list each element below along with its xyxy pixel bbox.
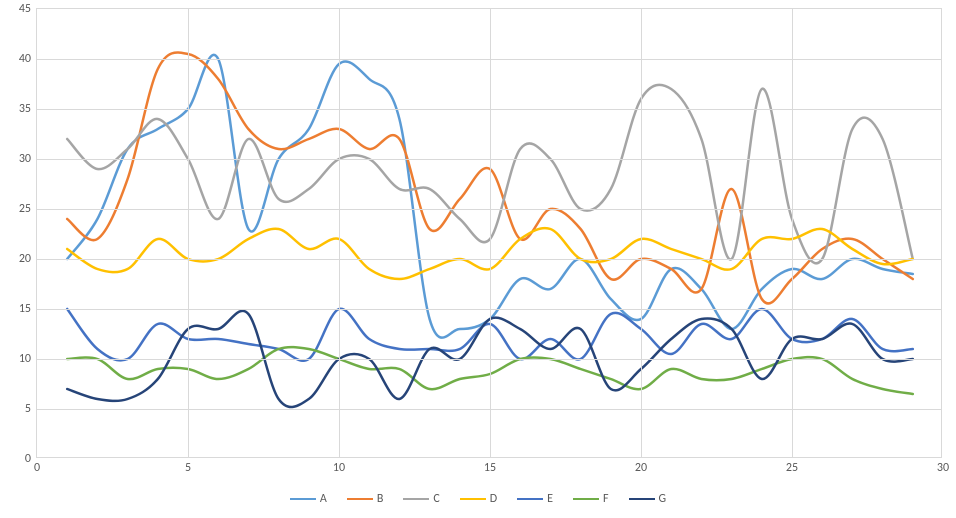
- legend-item-f: F: [573, 492, 609, 506]
- x-tick-label: 20: [635, 461, 647, 475]
- gridline-vertical: [641, 9, 642, 457]
- x-tick-label: 5: [185, 461, 191, 475]
- y-tick-label: 40: [19, 52, 31, 66]
- y-tick-label: 5: [25, 402, 31, 416]
- gridline-horizontal: [37, 309, 941, 310]
- y-tick-label: 25: [19, 202, 31, 216]
- legend-label: A: [320, 492, 327, 506]
- legend-label: E: [547, 492, 553, 506]
- y-tick-label: 15: [19, 302, 31, 316]
- gridline-horizontal: [37, 159, 941, 160]
- legend-label: B: [377, 492, 384, 506]
- y-tick-label: 0: [25, 452, 31, 466]
- x-tick-label: 15: [484, 461, 496, 475]
- gridline-horizontal: [37, 359, 941, 360]
- legend-item-a: A: [290, 492, 327, 506]
- legend-swatch: [460, 498, 486, 500]
- legend-item-e: E: [517, 492, 553, 506]
- gridline-vertical: [339, 9, 340, 457]
- legend-label: C: [433, 492, 439, 506]
- legend-item-b: B: [347, 492, 384, 506]
- gridline-vertical: [792, 9, 793, 457]
- x-tick-label: 10: [333, 461, 345, 475]
- line-chart: 051015202530354045051015202530 ABCDEFG: [0, 0, 956, 518]
- legend-swatch: [517, 498, 543, 500]
- gridline-horizontal: [37, 259, 941, 260]
- legend-swatch: [573, 498, 599, 500]
- x-tick-label: 0: [34, 461, 40, 475]
- legend-item-g: G: [629, 492, 667, 506]
- gridline-horizontal: [37, 59, 941, 60]
- gridline-vertical: [188, 9, 189, 457]
- legend-swatch: [629, 498, 655, 500]
- legend: A B C D E F G: [0, 492, 956, 506]
- legend-item-c: C: [403, 492, 439, 506]
- gridline-vertical: [490, 9, 491, 457]
- y-tick-label: 30: [19, 152, 31, 166]
- legend-swatch: [347, 498, 373, 500]
- legend-label: D: [490, 492, 497, 506]
- y-tick-label: 10: [19, 352, 31, 366]
- y-tick-label: 45: [19, 2, 31, 16]
- gridline-horizontal: [37, 409, 941, 410]
- gridline-horizontal: [37, 109, 941, 110]
- y-tick-label: 35: [19, 102, 31, 116]
- x-tick-label: 25: [786, 461, 798, 475]
- y-tick-label: 20: [19, 252, 31, 266]
- plot-area: 051015202530354045051015202530: [36, 8, 942, 458]
- legend-swatch: [403, 498, 429, 500]
- legend-label: G: [659, 492, 667, 506]
- legend-item-d: D: [460, 492, 497, 506]
- legend-label: F: [603, 492, 609, 506]
- x-tick-label: 30: [937, 461, 949, 475]
- gridline-horizontal: [37, 209, 941, 210]
- legend-swatch: [290, 498, 316, 500]
